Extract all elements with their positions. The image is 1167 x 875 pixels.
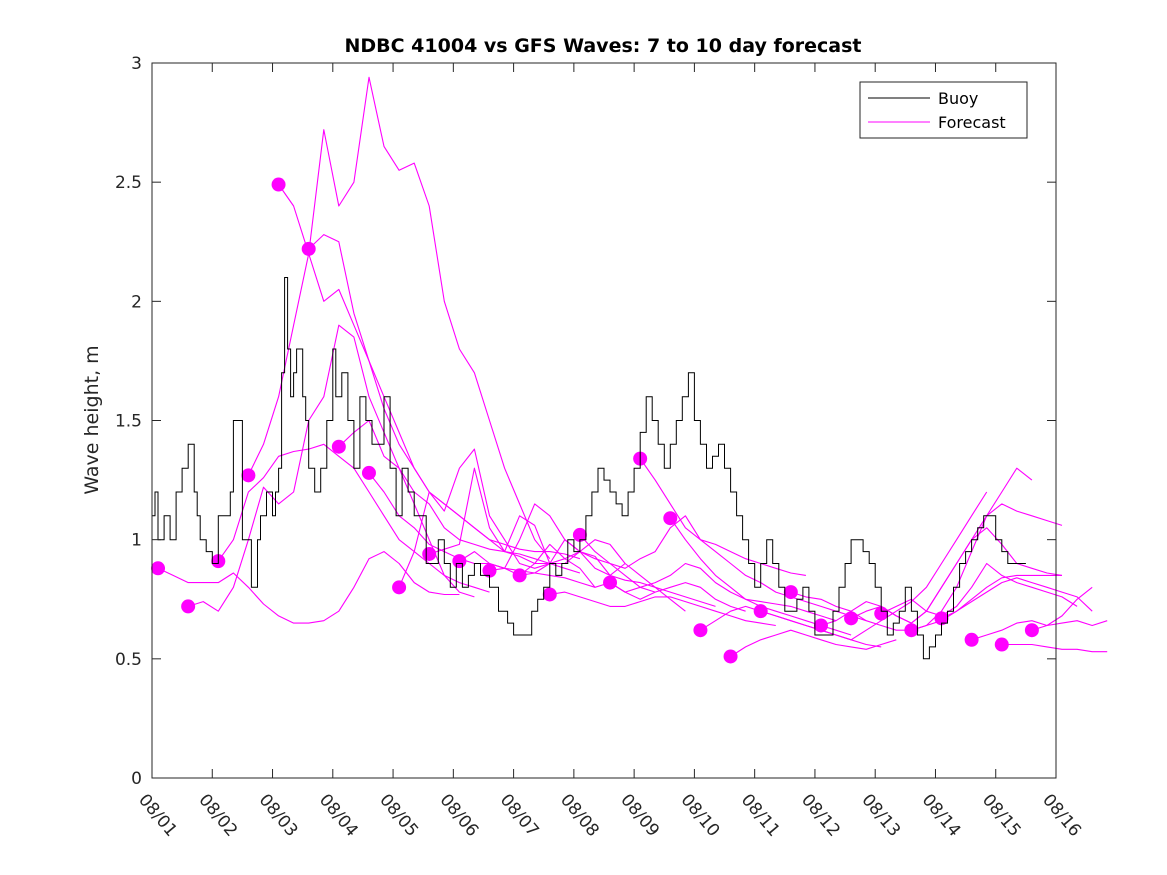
forecast-line [1031, 586, 1093, 631]
plot-area [151, 62, 1108, 779]
forecast-markers [151, 177, 1039, 664]
y-tick-label: 0.5 [115, 650, 142, 670]
forecast-start-marker [572, 527, 587, 542]
chart-title: NDBC 41004 vs GFS Waves: 7 to 10 day for… [344, 35, 861, 57]
forecast-start-marker [964, 632, 979, 647]
forecast-start-marker [723, 649, 738, 664]
legend-label-forecast: Forecast [938, 113, 1006, 132]
y-tick-label: 1.5 [115, 412, 142, 432]
forecast-line [247, 76, 551, 560]
forecast-line [941, 577, 1093, 619]
forecast-line [489, 551, 716, 607]
forecast-start-marker [603, 575, 618, 590]
forecast-start-marker [452, 554, 467, 569]
y-axis-label: Wave height, m [81, 345, 103, 494]
forecast-line [308, 234, 581, 560]
series-layer [151, 76, 1108, 664]
y-tick-label: 3 [131, 54, 142, 74]
forecast-start-marker [331, 439, 346, 454]
legend-label-buoy: Buoy [938, 89, 978, 108]
forecast-start-marker [663, 511, 678, 526]
legend-box [859, 81, 1028, 139]
forecast-line [157, 551, 460, 624]
y-tick-label: 1 [131, 531, 142, 551]
forecast-start-marker [994, 637, 1009, 652]
forecast-line [579, 515, 806, 576]
axes-background [152, 63, 1056, 778]
forecast-line [429, 467, 656, 593]
forecast-start-marker [753, 604, 768, 619]
forecast-line [880, 562, 1078, 617]
forecast-line [639, 458, 867, 622]
forecast-start-marker [271, 177, 286, 192]
forecast-start-marker [904, 623, 919, 638]
forecast-start-marker [482, 563, 497, 578]
forecast-start-marker [844, 611, 859, 626]
y-tick-label: 2.5 [115, 173, 142, 193]
legend: Buoy Forecast [859, 81, 1028, 139]
forecast-start-marker [392, 580, 407, 595]
forecast-line [730, 629, 897, 657]
forecast-start-marker [874, 606, 889, 621]
buoy-line [152, 277, 1026, 660]
forecast-start-marker [181, 599, 196, 614]
forecast-start-marker [151, 561, 166, 576]
forecast-start-marker [512, 568, 527, 583]
forecast-start-marker [934, 611, 949, 626]
forecast-start-marker [241, 468, 256, 483]
forecast-line [1001, 643, 1108, 653]
y-tick-label: 2 [131, 292, 142, 312]
y-tick-label: 0 [131, 769, 142, 789]
y-axis: 0 0.5 1 1.5 2 2.5 3 [115, 54, 1056, 789]
forecast-start-marker [693, 623, 708, 638]
forecast-line [519, 543, 746, 612]
forecast-line [609, 562, 837, 622]
forecast-line [549, 591, 776, 627]
forecast-start-marker [1024, 623, 1039, 638]
forecast-start-marker [361, 465, 376, 480]
forecast-line [398, 448, 626, 588]
forecast-line [760, 491, 988, 641]
forecast-line [368, 472, 596, 588]
forecast-start-marker [422, 546, 437, 561]
forecast-line [971, 620, 1108, 641]
forecast-start-marker [813, 618, 828, 633]
forecast-start-marker [542, 587, 557, 602]
forecast-start-marker [783, 585, 798, 600]
forecast-start-marker [301, 241, 316, 256]
forecast-line [459, 503, 686, 612]
